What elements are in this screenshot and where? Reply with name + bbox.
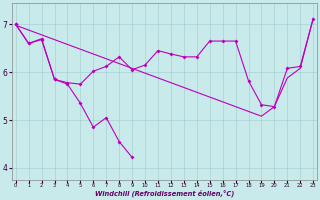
X-axis label: Windchill (Refroidissement éolien,°C): Windchill (Refroidissement éolien,°C): [95, 190, 234, 197]
